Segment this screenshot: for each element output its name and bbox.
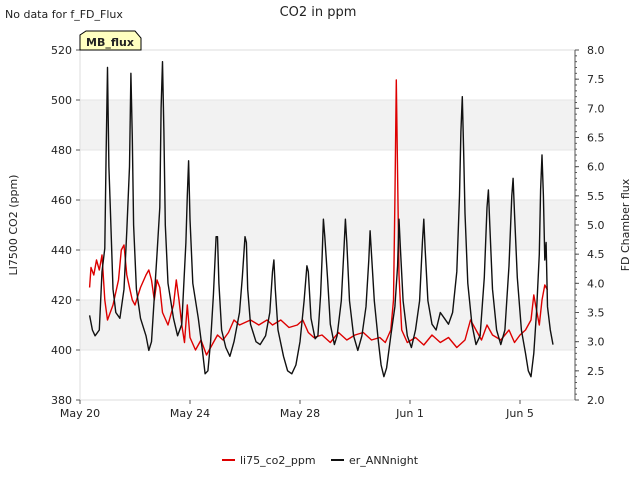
right-tick-label: 3.0	[587, 336, 605, 349]
left-tick-label: 400	[51, 344, 72, 357]
series-line-er-annnight	[88, 61, 554, 378]
badge-shape	[79, 30, 142, 51]
left-tick-label: 420	[51, 294, 72, 307]
right-tick-label: 7.0	[587, 102, 605, 115]
x-tick-label: May 28	[280, 407, 320, 420]
right-tick-label: 6.5	[587, 132, 605, 145]
x-tick-label: May 20	[60, 407, 100, 420]
left-tick-label: 440	[51, 244, 72, 257]
left-tick-label: 480	[51, 144, 72, 157]
right-tick-label: 2.5	[587, 365, 605, 378]
right-axis: 2.0 2.5 3.0 3.5 4.0 4.5 5.0 5.5 6.0 6.5 7.0 7.5 8.0	[574, 44, 605, 407]
series-layer	[88, 61, 554, 378]
left-tick-label: 520	[51, 44, 72, 57]
right-tick-label: 7.5	[587, 73, 605, 86]
x-tick-label: Jun 5	[505, 407, 534, 420]
grid-band	[80, 200, 575, 250]
x-tick-label: May 24	[170, 407, 210, 420]
x-axis: May 20 May 24 May 28 Jun 1 Jun 5	[60, 400, 534, 420]
right-tick-label: 4.5	[587, 248, 605, 261]
left-tick-label: 460	[51, 194, 72, 207]
right-tick-label: 5.0	[587, 219, 605, 232]
left-tick-label: 380	[51, 394, 72, 407]
no-data-note: No data for f_FD_Flux	[5, 8, 123, 21]
y-axis-label-left: LI7500 CO2 (ppm)	[7, 175, 20, 276]
right-tick-label: 4.0	[587, 277, 605, 290]
right-tick-label: 2.0	[587, 394, 605, 407]
legend-label-li75: li75_co2_ppm	[240, 454, 316, 467]
legend: li75_co2_ppm er_ANNnight	[222, 454, 419, 467]
right-tick-label: 6.0	[587, 161, 605, 174]
grid-bands	[80, 100, 575, 350]
chart-title: CO2 in ppm	[280, 5, 357, 20]
badge-label: MB_flux	[86, 36, 134, 49]
right-tick-label: 5.5	[587, 190, 605, 203]
grid-band	[80, 100, 575, 150]
right-tick-label: 8.0	[587, 44, 605, 57]
x-tick-label: Jun 1	[395, 407, 424, 420]
legend-label-er-annnight: er_ANNnight	[349, 454, 419, 467]
right-tick-label: 3.5	[587, 307, 605, 320]
mb-flux-badge: MB_flux	[79, 30, 142, 51]
y-axis-label-right: FD Chamber flux	[619, 178, 632, 271]
legend-item-li75[interactable]: li75_co2_ppm	[222, 454, 316, 467]
series-line-li75-co2-ppm	[88, 79, 549, 356]
left-tick-label: 500	[51, 94, 72, 107]
legend-item-er-annnight[interactable]: er_ANNnight	[331, 454, 419, 467]
left-axis: 380 400 420 440 460 480 500 520	[51, 44, 80, 407]
